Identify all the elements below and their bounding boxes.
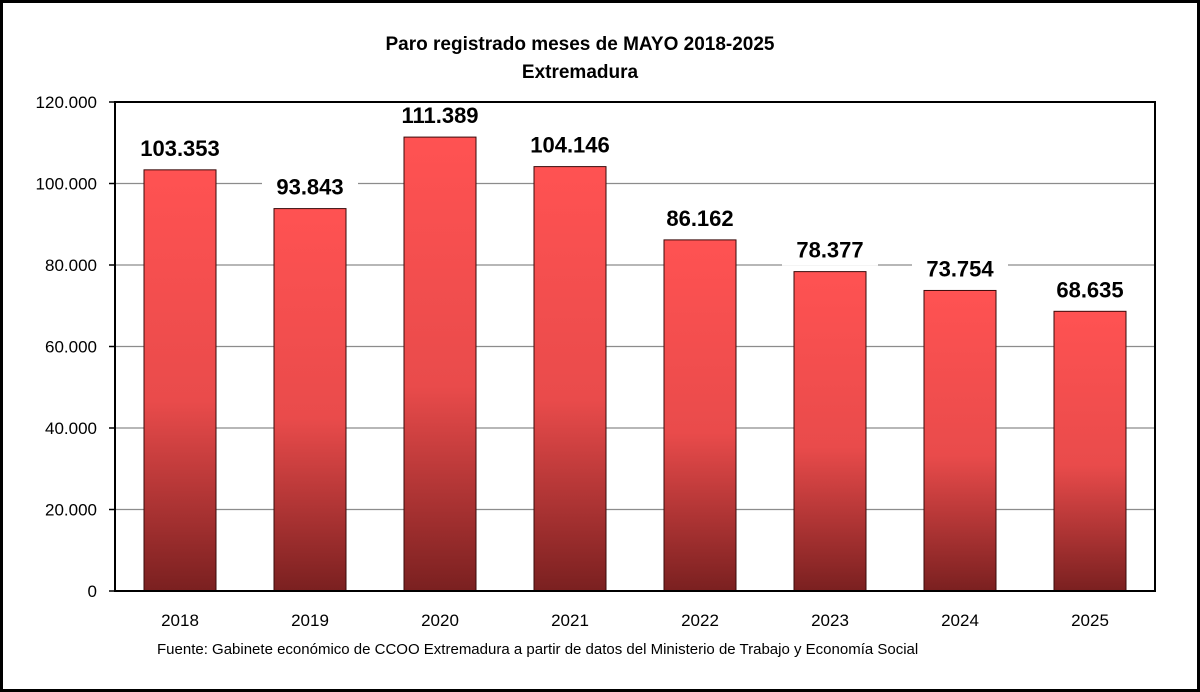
- data-label-background: [912, 254, 1008, 285]
- data-label-2021: 104.146: [530, 133, 610, 158]
- data-label-2023: 78.377: [796, 238, 863, 263]
- data-label-2018: 103.353: [140, 136, 220, 161]
- chart-title: Paro registrado meses de MAYO 2018-2025: [386, 34, 775, 55]
- data-label-background: [1042, 275, 1138, 306]
- bar-2025: [1053, 310, 1127, 592]
- y-tick-label: 120.000: [36, 93, 97, 112]
- data-label-2024: 73.754: [926, 256, 994, 281]
- y-tick-label: 20.000: [45, 501, 97, 520]
- bar-2021: [533, 166, 607, 592]
- data-labels: 103.353 93.843 111.389 104.146 86.162 78.377 7…: [132, 101, 1138, 306]
- y-tick-label: 80.000: [45, 256, 97, 275]
- data-label-background: [782, 235, 878, 266]
- bars: [143, 136, 1127, 592]
- x-tick-label: 2025: [1071, 611, 1109, 630]
- data-label-background: [132, 133, 228, 164]
- data-label-2019: 93.843: [276, 175, 343, 200]
- data-label-background: [652, 203, 748, 234]
- data-label-2022: 86.162: [666, 206, 733, 231]
- x-tick-label: 2020: [421, 611, 459, 630]
- data-label-background: [392, 101, 488, 132]
- x-tick-label: 2024: [941, 611, 979, 630]
- axes: 0 20.000 40.000 60.000 80.000 100.000 120.000 2…: [36, 93, 1156, 630]
- data-label-background: [522, 130, 618, 161]
- data-label-background: [262, 172, 358, 203]
- x-tick-label: 2019: [291, 611, 329, 630]
- y-tick-label: 40.000: [45, 419, 97, 438]
- data-label-2020: 111.389: [401, 103, 478, 128]
- x-tick-label: 2018: [161, 611, 199, 630]
- y-tick-label: 60.000: [45, 338, 97, 357]
- x-tick-label: 2021: [551, 611, 589, 630]
- y-tick-label: 100.000: [36, 175, 97, 194]
- bar-2023: [793, 271, 867, 592]
- bar-2019: [273, 208, 347, 592]
- x-tick-label: 2023: [811, 611, 849, 630]
- bar-2022: [663, 239, 737, 592]
- x-tick-label: 2022: [681, 611, 719, 630]
- bar-2018: [143, 169, 217, 592]
- data-label-2025: 68.635: [1056, 277, 1123, 302]
- gridlines: [115, 101, 1155, 511]
- y-tick-label: 0: [88, 582, 97, 601]
- bar-2024: [923, 289, 997, 592]
- source-note: Fuente: Gabinete económico de CCOO Extre…: [157, 641, 919, 658]
- chart-subtitle: Extremadura: [522, 62, 639, 83]
- bar-2020: [403, 136, 477, 592]
